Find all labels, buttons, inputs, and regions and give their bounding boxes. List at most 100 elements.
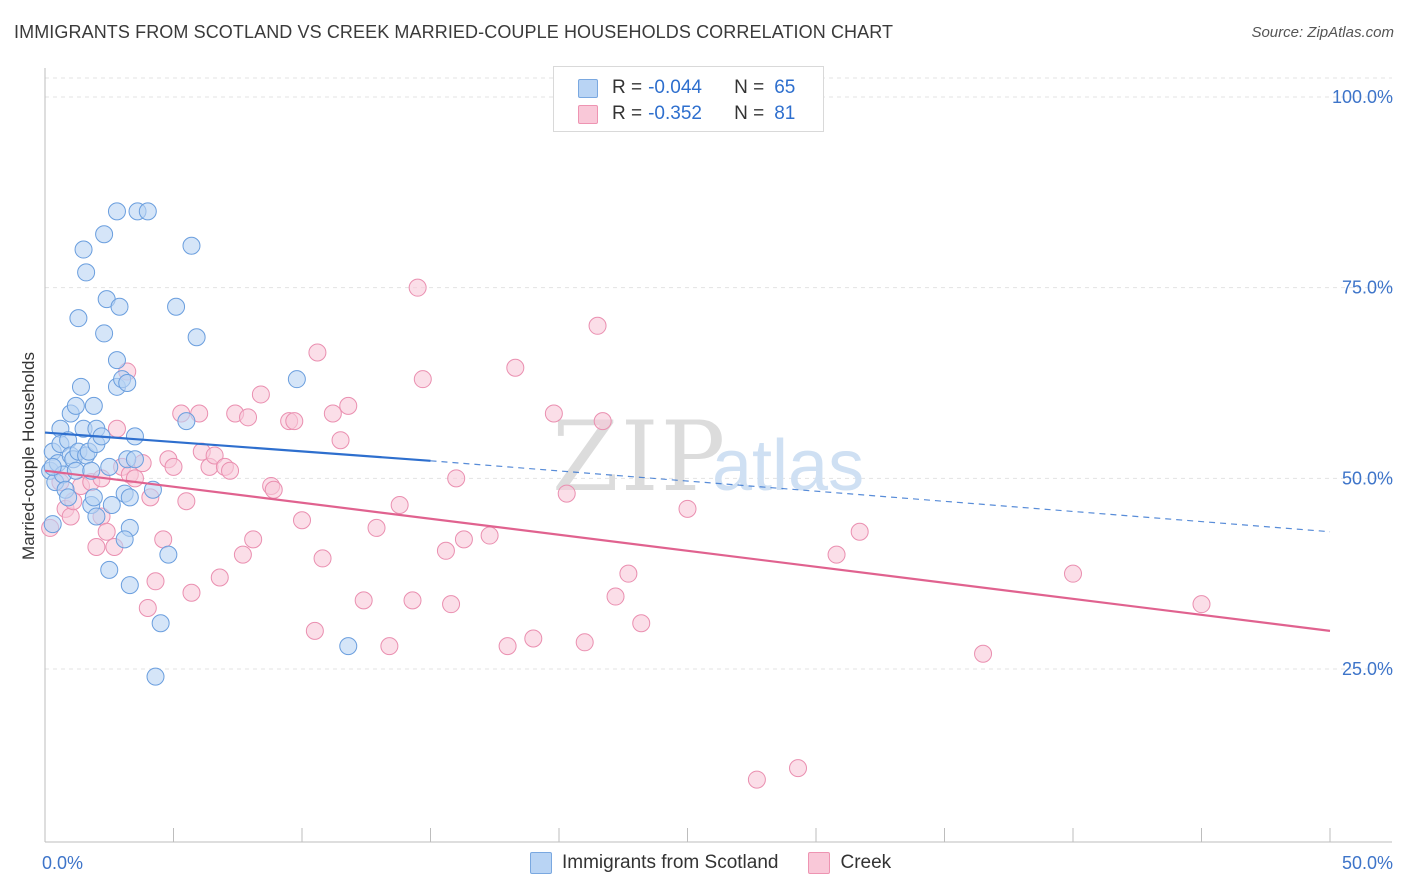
creek-point xyxy=(588,316,607,335)
y-tick-label: 50.0% xyxy=(1342,468,1393,488)
scotland-point xyxy=(95,225,114,244)
scotland-point xyxy=(87,507,106,526)
scotland-point xyxy=(120,488,139,507)
chart-title: IMMIGRANTS FROM SCOTLAND VS CREEK MARRIE… xyxy=(14,22,894,42)
creek-point xyxy=(308,343,327,362)
creek-point xyxy=(380,637,399,656)
creek-point xyxy=(154,530,173,549)
creek-point xyxy=(182,583,201,602)
creek-point xyxy=(205,446,224,465)
creek-trend-line xyxy=(44,469,1331,632)
creek-point xyxy=(413,370,432,389)
scotland-point xyxy=(182,236,201,255)
scotland-point xyxy=(125,427,144,446)
trend-layer xyxy=(44,431,1331,632)
creek-point xyxy=(97,522,116,541)
scotland-point xyxy=(138,202,157,221)
x-tick-label-max: 50.0% xyxy=(1342,853,1393,873)
y-tick-label: 25.0% xyxy=(1342,659,1393,679)
scotland-point xyxy=(59,488,78,507)
creek-point xyxy=(593,412,612,431)
legend-row-creek: R = -0.352 N = 81 xyxy=(578,103,795,125)
scotland-trend-line xyxy=(44,431,431,462)
scotland-point xyxy=(84,488,103,507)
n-value: 81 xyxy=(774,103,796,124)
creek-point xyxy=(498,637,517,656)
creek-point xyxy=(1192,595,1211,614)
grid-layer xyxy=(45,77,1392,670)
n-value: 65 xyxy=(774,77,796,98)
scotland-point xyxy=(71,377,90,396)
scotland-point xyxy=(287,370,306,389)
creek-point xyxy=(313,549,332,568)
scotland-point xyxy=(151,614,170,633)
scotland-point xyxy=(107,202,126,221)
creek-point xyxy=(632,614,651,633)
creek-point xyxy=(619,564,638,583)
n-label: N = xyxy=(734,103,765,124)
scotland-point xyxy=(66,461,85,480)
creek-point xyxy=(408,278,427,297)
creek-point xyxy=(305,621,324,640)
n-label: N = xyxy=(734,77,765,98)
scotland-point xyxy=(167,297,186,316)
creek-point xyxy=(606,587,625,606)
scotland-point xyxy=(77,263,96,282)
x-tick-label-min: 0.0% xyxy=(42,853,83,873)
scotland-point xyxy=(43,515,62,534)
creek-point xyxy=(747,770,766,789)
scotland-point xyxy=(107,351,126,370)
y-tick-label: 100.0% xyxy=(1332,87,1393,107)
legend-item-scotland[interactable]: Immigrants from Scotland xyxy=(530,852,778,874)
creek-point xyxy=(454,530,473,549)
scotland-point xyxy=(69,309,88,328)
creek-point xyxy=(177,492,196,511)
creek-point xyxy=(125,469,144,488)
creek-point xyxy=(251,385,270,404)
scotland-point xyxy=(177,412,196,431)
creek-point xyxy=(678,499,697,518)
legend-item-creek[interactable]: Creek xyxy=(808,852,891,874)
scotland-point xyxy=(66,396,85,415)
scotland-point xyxy=(102,496,121,515)
creek-point xyxy=(293,511,311,530)
points-layer xyxy=(41,202,1211,789)
creek-point xyxy=(210,568,229,587)
scotland-point xyxy=(100,457,119,476)
scotland-point xyxy=(115,530,134,549)
r-label: R = xyxy=(612,103,643,124)
scotland-point xyxy=(187,328,206,347)
watermark-atlas: atlas xyxy=(712,426,864,506)
creek-point xyxy=(827,545,846,564)
scotland-point xyxy=(118,374,137,392)
y-axis-title: Married-couple Households xyxy=(19,352,38,560)
creek-point xyxy=(575,633,594,652)
creek-point xyxy=(221,461,240,480)
stats-legend: R = -0.044 N = 65 R = -0.352 N = 81 xyxy=(553,66,824,132)
creek-point xyxy=(557,484,576,503)
watermark-zip: ZIP xyxy=(552,401,727,513)
creek-point xyxy=(354,591,373,610)
creek-point xyxy=(506,358,525,377)
creek-point xyxy=(436,541,455,560)
creek-point xyxy=(264,480,283,499)
creek-point xyxy=(323,404,342,423)
legend-label-scotland: Immigrants from Scotland xyxy=(562,852,779,873)
r-value: -0.352 xyxy=(648,103,702,124)
creek-point xyxy=(239,408,258,427)
legend-label-creek: Creek xyxy=(840,852,892,873)
creek-point xyxy=(544,404,563,423)
r-label: R = xyxy=(612,77,643,98)
scotland-point xyxy=(159,545,178,564)
scotland-point xyxy=(95,324,114,343)
scotland-point xyxy=(100,560,119,579)
creek-point xyxy=(339,396,358,415)
creek-point xyxy=(61,507,80,526)
creek-point xyxy=(233,545,252,564)
creek-point xyxy=(331,431,350,450)
creek-point xyxy=(447,469,466,488)
creek-point xyxy=(974,644,993,663)
legend-swatch-blue xyxy=(530,852,552,874)
creek-point xyxy=(850,522,869,541)
